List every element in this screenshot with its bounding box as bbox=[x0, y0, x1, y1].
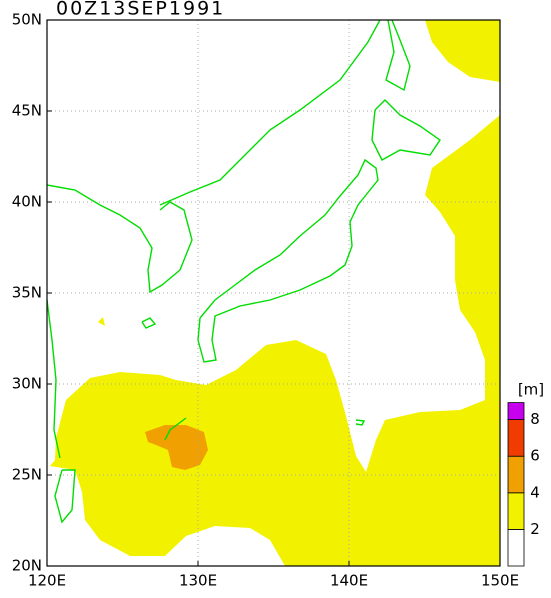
legend-swatch bbox=[507, 492, 525, 530]
color-legend: [m] 2 4 6 8 bbox=[507, 381, 544, 567]
coastline bbox=[371, 99, 441, 161]
coastline bbox=[355, 419, 366, 426]
y-tick-label: 20N bbox=[12, 557, 42, 575]
y-tick-label: 25N bbox=[12, 466, 42, 484]
axis-labels: 120E 130E 140E 150E 20N 25N 30N 35N 40N 45N 50N bbox=[12, 11, 519, 590]
coastline bbox=[54, 469, 76, 524]
y-tick-label: 50N bbox=[12, 11, 42, 29]
legend-label: 2 bbox=[530, 520, 540, 538]
coastline bbox=[46, 299, 61, 459]
legend-swatch bbox=[507, 455, 525, 494]
x-tick-label: 120E bbox=[28, 572, 66, 590]
coastline bbox=[197, 158, 379, 363]
x-tick-label: 150E bbox=[481, 572, 519, 590]
wave-region bbox=[50, 115, 500, 566]
x-tick-label: 130E bbox=[179, 572, 217, 590]
legend-swatch bbox=[507, 529, 525, 567]
legend-title: [m] bbox=[518, 381, 544, 399]
wave-region bbox=[98, 317, 105, 326]
wave-region bbox=[145, 425, 208, 470]
y-tick-label: 35N bbox=[12, 284, 42, 302]
map-title: 00Z13SEP1991 bbox=[56, 0, 225, 20]
grid bbox=[47, 20, 500, 566]
y-tick-label: 40N bbox=[12, 193, 42, 211]
coastline bbox=[141, 317, 157, 329]
y-tick-label: 45N bbox=[12, 102, 42, 120]
legend-label: 4 bbox=[530, 483, 540, 501]
x-tick-label: 140E bbox=[330, 572, 368, 590]
wave-fields bbox=[50, 20, 500, 566]
coastline bbox=[385, 19, 411, 92]
coastline bbox=[164, 417, 187, 441]
coastline bbox=[46, 184, 193, 294]
legend-label: 8 bbox=[530, 410, 540, 428]
legend-label: 6 bbox=[530, 447, 540, 465]
legend-swatch bbox=[507, 402, 525, 421]
coastlines bbox=[46, 19, 441, 524]
wave-region bbox=[425, 20, 500, 82]
coastline bbox=[159, 19, 381, 206]
y-tick-label: 30N bbox=[12, 375, 42, 393]
legend-swatch bbox=[507, 419, 525, 457]
